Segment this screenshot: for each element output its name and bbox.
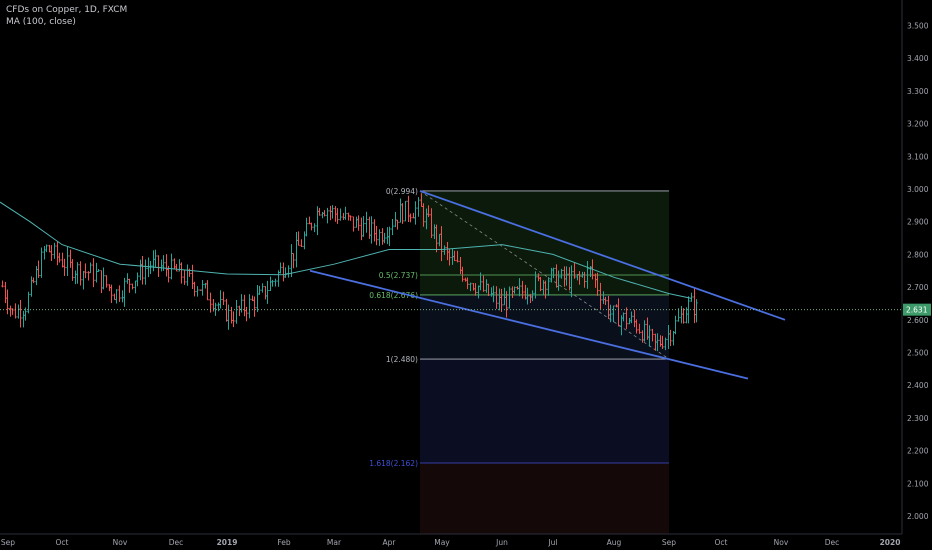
last-price-tag bbox=[903, 303, 931, 316]
fib-level-label: 0.5(2.737) bbox=[379, 271, 418, 280]
fib-level-label: 1(2.480) bbox=[386, 355, 418, 364]
fibonacci-retracement: 0(2.994) 0.5(2.737) 0.618(2.676) 1(2.480) 1.… bbox=[369, 187, 670, 468]
ma-line[interactable] bbox=[0, 201, 693, 299]
y-tick-label: 2.300 bbox=[907, 414, 929, 423]
x-tick-label: Nov bbox=[113, 538, 128, 547]
fib-zone bbox=[420, 359, 669, 464]
x-tick-label: May bbox=[434, 538, 450, 547]
x-tick-label: Mar bbox=[327, 538, 342, 547]
x-tick-label: Dec bbox=[169, 538, 184, 547]
last-price-label: 2.631 bbox=[906, 306, 928, 315]
y-tick-label: 2.900 bbox=[907, 218, 929, 227]
x-tick-label: Oct bbox=[715, 538, 728, 547]
x-tick-label: Dec bbox=[825, 538, 840, 547]
y-tick-label: 3.100 bbox=[907, 152, 929, 161]
y-tick-label: 3.300 bbox=[907, 87, 929, 96]
x-tick-label: Jun bbox=[495, 538, 508, 547]
price-bars bbox=[1, 193, 698, 352]
moving-average bbox=[0, 201, 693, 299]
fib-level-label: 0(2.994) bbox=[386, 187, 418, 196]
symbol-title[interactable]: CFDs on Copper, 1D, FXCM bbox=[6, 5, 128, 15]
x-tick-label: Aug bbox=[607, 538, 622, 547]
x-tick-label: Nov bbox=[774, 538, 789, 547]
channel-upper-line[interactable] bbox=[419, 190, 786, 321]
time-axis: Sep Oct Nov Dec 2019 Feb Mar Apr May Jun Jul Aug Sep… bbox=[0, 533, 902, 547]
y-tick-label: 2.500 bbox=[907, 349, 929, 358]
y-tick-label: 2.200 bbox=[907, 447, 929, 456]
x-tick-label: Sep bbox=[662, 538, 676, 547]
chart-legend: CFDs on Copper, 1D, FXCM MA (100, close) bbox=[6, 4, 127, 28]
channel-lower-line[interactable] bbox=[309, 269, 749, 380]
price-axis: 2.000 2.100 2.200 2.300 2.400 2.500 2.600 2.700… bbox=[901, 0, 929, 534]
x-tick-label: Apr bbox=[383, 538, 397, 547]
trend-channel bbox=[309, 190, 786, 380]
x-tick-label: Feb bbox=[277, 538, 291, 547]
fib-level-label: 1.618(2.162) bbox=[369, 459, 418, 468]
fib-zone bbox=[420, 463, 669, 534]
y-tick-label: 2.700 bbox=[907, 283, 929, 292]
y-tick-label: 3.000 bbox=[907, 185, 929, 194]
fib-trend-line[interactable] bbox=[419, 190, 670, 360]
fibonacci-background bbox=[420, 190, 669, 534]
x-tick-label: Sep bbox=[1, 538, 15, 547]
y-tick-label: 3.400 bbox=[907, 54, 929, 63]
indicator-label[interactable]: MA (100, close) bbox=[6, 17, 76, 27]
last-price-line: 2.631 bbox=[0, 303, 931, 316]
y-tick-label: 3.500 bbox=[907, 22, 929, 31]
y-tick-label: 2.100 bbox=[907, 479, 929, 488]
y-tick-label: 2.000 bbox=[907, 512, 929, 521]
y-tick-label: 2.800 bbox=[907, 250, 929, 259]
x-tick-label: Jul bbox=[547, 538, 557, 547]
y-tick-label: 2.600 bbox=[907, 316, 929, 325]
fib-zone bbox=[420, 275, 669, 295]
fib-level-label: 0.618(2.676) bbox=[369, 291, 418, 300]
x-tick-label: Oct bbox=[56, 538, 69, 547]
x-tick-label: 2020 bbox=[880, 538, 901, 547]
y-tick-label: 2.400 bbox=[907, 381, 929, 390]
y-tick-label: 3.200 bbox=[907, 120, 929, 129]
x-tick-label: 2019 bbox=[217, 538, 238, 547]
